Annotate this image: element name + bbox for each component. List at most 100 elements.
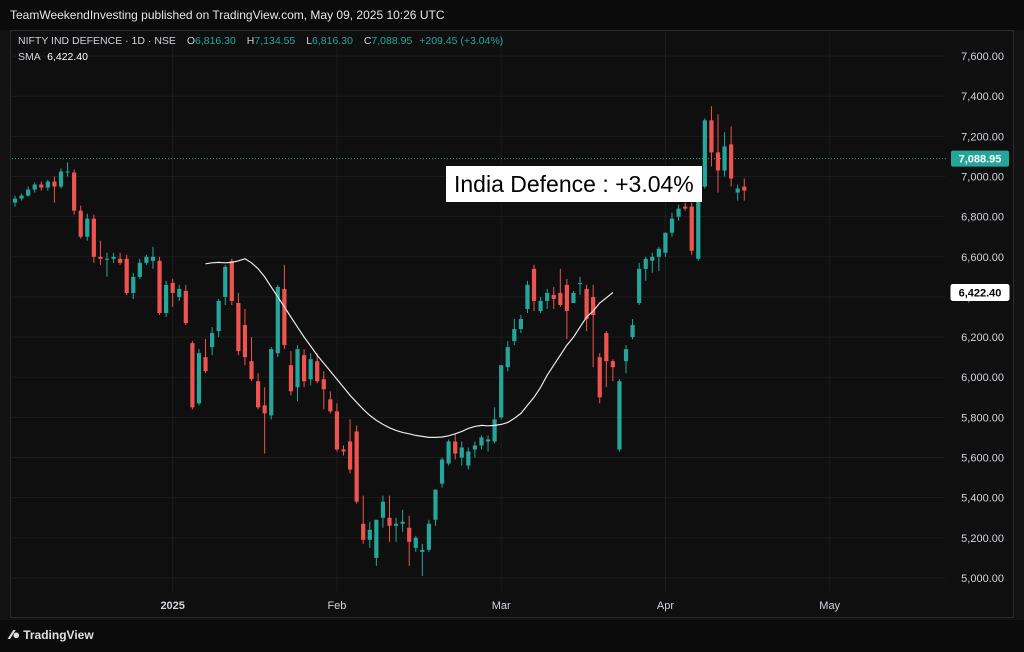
high-key: H	[246, 35, 255, 47]
change-value: +209.45 (+3.04%)	[419, 35, 504, 47]
candle-body	[229, 260, 234, 301]
candle-body	[288, 365, 294, 392]
candle-body	[19, 195, 24, 199]
publisher-text: TeamWeekendInvesting published on Tradin…	[10, 8, 445, 22]
tradingview-logo[interactable]: ⁄⁄● TradingView	[10, 627, 94, 642]
candle-body	[472, 445, 477, 450]
chart-annotation: India Defence : +3.04%	[446, 166, 702, 202]
candle-body	[196, 353, 202, 404]
candle-body	[420, 549, 425, 552]
candle-body	[308, 359, 313, 380]
candle-body	[656, 248, 661, 257]
candle-body	[591, 296, 596, 316]
candle-body	[315, 361, 320, 382]
candle-body	[709, 120, 714, 153]
candle-body	[131, 276, 136, 293]
candle-body	[577, 282, 583, 284]
candle-body	[610, 361, 615, 368]
candle-body	[282, 288, 287, 346]
candle-body	[485, 439, 491, 442]
candle-body	[479, 437, 484, 446]
candle-body	[210, 333, 215, 348]
sma-line	[205, 258, 614, 438]
candle-body	[439, 459, 445, 484]
candle-body	[203, 357, 208, 372]
x-tick-label: Mar	[492, 600, 511, 612]
candle-body	[124, 258, 129, 293]
candle-body	[164, 284, 169, 314]
publisher-header: TeamWeekendInvesting published on Tradin…	[0, 0, 1024, 30]
candle-body	[597, 357, 602, 398]
candle-body	[177, 288, 182, 297]
y-tick-label: 6,000.00	[961, 372, 1004, 384]
candle-body	[255, 381, 261, 408]
candle-body	[545, 292, 550, 301]
candle-body	[637, 268, 642, 303]
candle-body	[729, 144, 734, 179]
candle-body	[354, 431, 359, 502]
candle-body	[104, 258, 110, 260]
chart-frame[interactable]	[10, 30, 1014, 618]
close-value: 7,088.95	[371, 35, 413, 47]
last-price-tag-bg	[951, 150, 1009, 167]
candlestick-chart[interactable]: 7,600.00 7,400.00 7,200.00 7,000.00 6,800.00…	[0, 0, 1024, 620]
candle-body	[321, 379, 326, 390]
x-tick-label: May	[819, 600, 840, 612]
candle-body	[531, 268, 537, 301]
candle-body	[334, 411, 340, 450]
candle-body	[505, 347, 510, 368]
y-tick-label: 5,400.00	[961, 493, 1004, 505]
candle-body	[453, 441, 458, 454]
candle-body	[400, 521, 405, 524]
candle-body	[118, 258, 123, 263]
open-key: O	[186, 35, 195, 47]
candle-body	[584, 288, 589, 320]
ohlc-legend: NIFTY IND DEFENCE · 1D · NSE O6,816.30 H…	[18, 35, 503, 47]
y-tick-label: 5,000.00	[961, 573, 1004, 585]
candle-body	[492, 419, 497, 442]
candle-body	[347, 441, 353, 470]
y-tick-label: 5,200.00	[961, 533, 1004, 545]
candle-body	[715, 152, 721, 171]
candle-body	[380, 501, 386, 518]
candle-body	[663, 232, 668, 253]
candle-body	[72, 172, 77, 211]
candle-body	[12, 198, 18, 203]
candle-body	[190, 343, 195, 408]
candle-body	[643, 258, 648, 269]
y-tick-label: 6,600.00	[961, 252, 1004, 264]
candle-body	[223, 266, 228, 297]
candle-body	[78, 210, 83, 237]
candle-body	[702, 120, 707, 187]
candle-body	[328, 399, 333, 412]
symbol-label[interactable]: NIFTY IND DEFENCE · 1D · NSE	[18, 35, 176, 47]
y-tick-label: 7,400.00	[961, 91, 1004, 103]
x-tick-label: Feb	[327, 600, 346, 612]
candle-body	[242, 325, 248, 358]
y-tick-label: 7,200.00	[961, 131, 1004, 143]
candle-body	[157, 260, 162, 314]
low-key: L	[306, 35, 313, 47]
candle-body	[623, 349, 629, 362]
candle-body	[236, 302, 241, 352]
candle-body	[111, 256, 116, 259]
candle-body	[689, 206, 694, 251]
x-tick-label: 2025	[160, 600, 184, 612]
candle-body	[269, 349, 274, 416]
candle-body	[538, 300, 543, 311]
candle-body	[341, 449, 346, 452]
y-tick-label: 7,600.00	[961, 51, 1004, 63]
candle-body	[564, 284, 569, 311]
close-key: C	[363, 35, 372, 47]
sma-legend[interactable]: SMA 6,422.40	[18, 51, 88, 63]
candle-body	[249, 361, 254, 380]
candle-body	[571, 292, 576, 303]
candle-body	[426, 523, 432, 550]
candle-body	[387, 517, 392, 526]
candle-body	[650, 256, 655, 261]
candle-body	[676, 208, 681, 217]
candle-body	[722, 146, 727, 171]
candle-body	[91, 218, 96, 257]
candle-body	[413, 537, 418, 548]
candle-body	[630, 325, 635, 338]
